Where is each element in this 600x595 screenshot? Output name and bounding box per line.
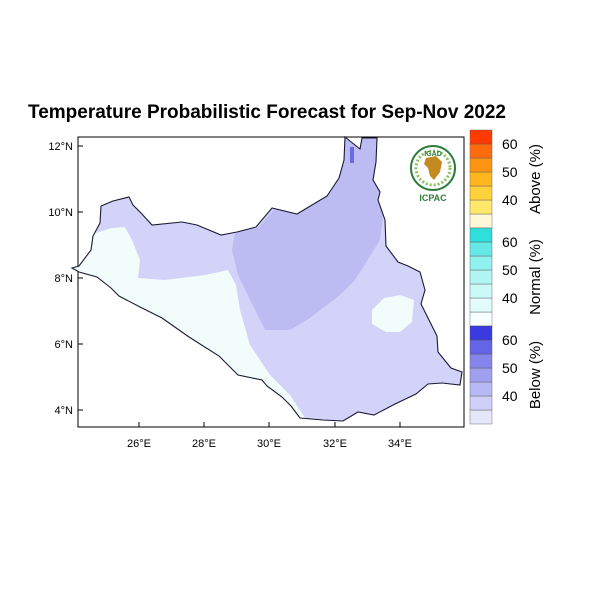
colorbar-swatch bbox=[469, 241, 493, 257]
colorbar-group-title: Below (%) bbox=[527, 341, 544, 409]
colorbar-swatch bbox=[469, 367, 493, 383]
colorbar-swatch bbox=[469, 325, 493, 341]
colorbar-label: 60 bbox=[502, 332, 518, 348]
lat-tick-4: 4°N bbox=[55, 405, 74, 417]
lat-axis: 12°N 10°N 8°N 6°N 4°N bbox=[48, 141, 83, 417]
colorbar-swatch bbox=[469, 353, 493, 369]
colorbar-swatch bbox=[469, 213, 493, 229]
lat-tick-8: 8°N bbox=[55, 273, 74, 285]
small-region-patch bbox=[350, 147, 354, 163]
logo-top-text: IGAD bbox=[424, 151, 442, 158]
colorbar-swatch bbox=[469, 283, 493, 299]
colorbar-swatch bbox=[469, 171, 493, 187]
lon-axis: 26°E 28°E 30°E 32°E 34°E bbox=[127, 422, 412, 450]
colorbar-label: 40 bbox=[502, 290, 518, 306]
below-normal-mid-area bbox=[232, 137, 385, 330]
colorbar-swatch bbox=[469, 269, 493, 285]
africa-map-icon bbox=[424, 156, 442, 180]
colorbar-label: 40 bbox=[502, 388, 518, 404]
colorbar-group-title: Above (%) bbox=[527, 144, 544, 214]
lon-tick-30: 30°E bbox=[257, 438, 281, 450]
lon-tick-32: 32°E bbox=[323, 438, 347, 450]
colorbar-swatch bbox=[469, 199, 493, 215]
igad-icpac-logo: IGAD ICPAC bbox=[410, 145, 456, 203]
colorbar-swatch bbox=[469, 255, 493, 271]
colorbar-swatch bbox=[469, 381, 493, 397]
lat-tick-6: 6°N bbox=[55, 339, 74, 351]
normal-area-east bbox=[372, 295, 414, 332]
colorbar-swatch bbox=[469, 395, 493, 411]
lon-tick-34: 34°E bbox=[388, 438, 412, 450]
colorbar-label: 50 bbox=[502, 164, 518, 180]
colorbar-swatch bbox=[469, 409, 493, 425]
colorbar-label: 60 bbox=[502, 234, 518, 250]
colorbar-swatch bbox=[469, 129, 493, 145]
colorbar: 40 50 60 Above (%) 40 50 60 Normal (%) 40 50 60 Bel… bbox=[469, 129, 544, 425]
lon-tick-28: 28°E bbox=[192, 438, 216, 450]
colorbar-swatch bbox=[469, 143, 493, 159]
colorbar-label: 50 bbox=[502, 360, 518, 376]
lat-tick-12: 12°N bbox=[48, 141, 73, 153]
colorbar-group-title: Normal (%) bbox=[527, 239, 544, 315]
logo-bottom-text: ICPAC bbox=[419, 193, 447, 203]
south-sudan-border bbox=[70, 135, 463, 422]
colorbar-label: 60 bbox=[502, 136, 518, 152]
colorbar-swatch bbox=[469, 297, 493, 313]
map-title: Temperature Probabilistic Forecast for S… bbox=[28, 102, 506, 123]
colorbar-swatch bbox=[469, 339, 493, 355]
colorbar-swatch bbox=[469, 185, 493, 201]
colorbar-swatch bbox=[469, 311, 493, 327]
colorbar-label: 50 bbox=[502, 262, 518, 278]
colorbar-swatch bbox=[469, 227, 493, 243]
colorbar-swatch bbox=[469, 157, 493, 173]
lon-tick-26: 26°E bbox=[127, 438, 151, 450]
lat-tick-10: 10°N bbox=[48, 207, 73, 219]
colorbar-label: 40 bbox=[502, 192, 518, 208]
